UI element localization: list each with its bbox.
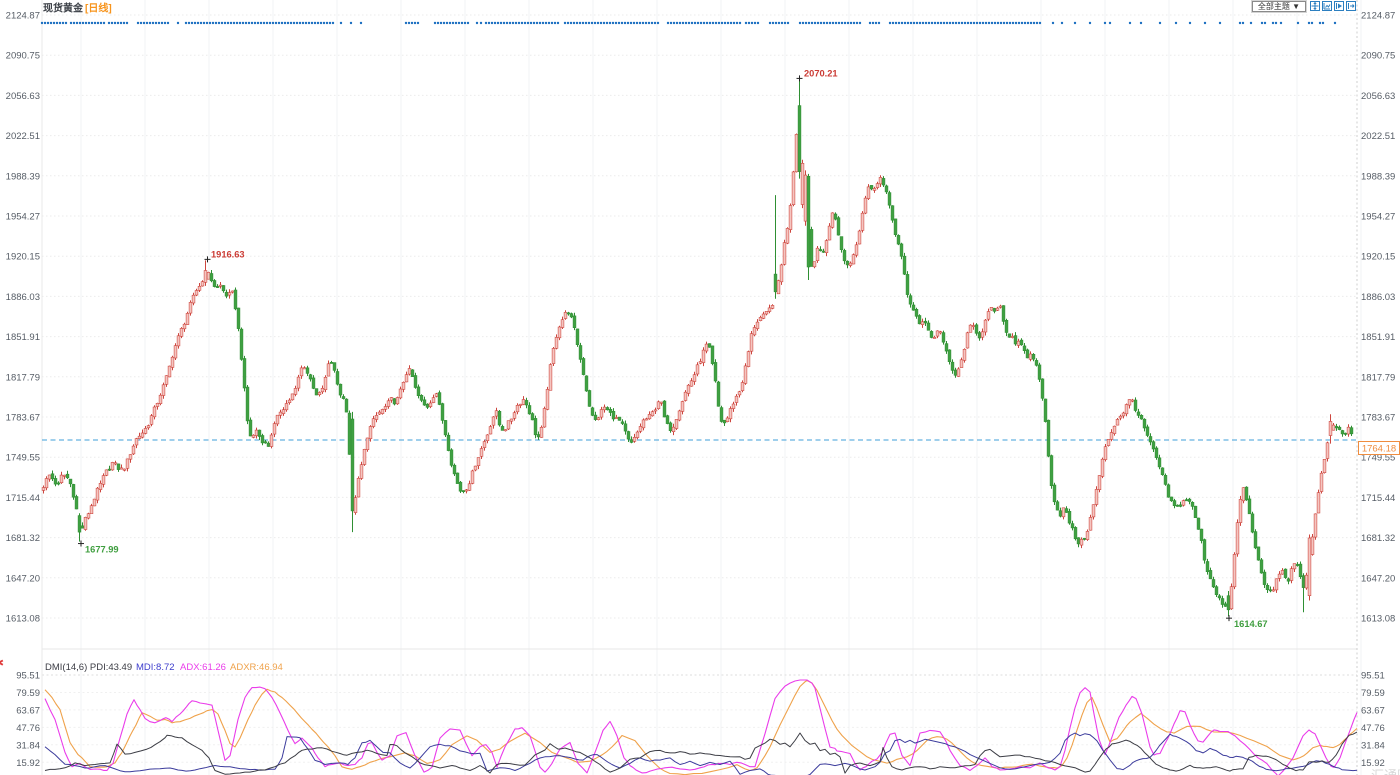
svg-text:1613.08: 1613.08 xyxy=(6,614,40,625)
svg-text:1988.39: 1988.39 xyxy=(6,171,40,182)
svg-text:1851.91: 1851.91 xyxy=(1361,332,1395,343)
svg-text:1764.18: 1764.18 xyxy=(1362,444,1396,455)
svg-text:[日线]: [日线] xyxy=(85,2,112,15)
svg-text:1886.03: 1886.03 xyxy=(1361,292,1395,303)
svg-text:2124.87: 2124.87 xyxy=(6,11,40,22)
svg-text:2056.63: 2056.63 xyxy=(1361,91,1395,102)
svg-text:1920.15: 1920.15 xyxy=(1361,252,1395,263)
svg-text:汇通财经: 汇通财经 xyxy=(1371,768,1400,775)
svg-text:15.92: 15.92 xyxy=(1361,758,1385,769)
svg-text:1954.27: 1954.27 xyxy=(1361,212,1395,223)
svg-text:63.67: 63.67 xyxy=(1361,705,1385,716)
svg-text:2090.75: 2090.75 xyxy=(6,51,40,62)
svg-text:2056.63: 2056.63 xyxy=(6,91,40,102)
svg-text:1614.67: 1614.67 xyxy=(1234,619,1268,629)
svg-text:1681.32: 1681.32 xyxy=(1361,533,1395,544)
svg-text:ADX:61.26: ADX:61.26 xyxy=(180,662,226,673)
svg-text:1647.20: 1647.20 xyxy=(6,573,40,584)
svg-text:1613.08: 1613.08 xyxy=(1361,614,1395,625)
svg-text:✱: ✱ xyxy=(0,656,4,670)
svg-text:2090.75: 2090.75 xyxy=(1361,51,1395,62)
svg-text:2070.21: 2070.21 xyxy=(804,68,838,78)
svg-text:1715.44: 1715.44 xyxy=(6,493,40,504)
svg-text:MDI:8.72: MDI:8.72 xyxy=(136,662,175,673)
svg-text:1817.79: 1817.79 xyxy=(6,372,40,383)
svg-text:1749.55: 1749.55 xyxy=(1361,453,1395,464)
svg-text:47.76: 47.76 xyxy=(16,723,40,734)
svg-text:1916.63: 1916.63 xyxy=(211,249,245,259)
svg-text:1817.79: 1817.79 xyxy=(1361,372,1395,383)
svg-text:1920.15: 1920.15 xyxy=(6,252,40,263)
svg-text:1886.03: 1886.03 xyxy=(6,292,40,303)
svg-text:1851.91: 1851.91 xyxy=(6,332,40,343)
svg-text:1954.27: 1954.27 xyxy=(6,212,40,223)
svg-text:63.67: 63.67 xyxy=(16,705,40,716)
svg-text:15.92: 15.92 xyxy=(16,758,40,769)
svg-text:1647.20: 1647.20 xyxy=(1361,573,1395,584)
svg-text:79.59: 79.59 xyxy=(1361,688,1385,699)
svg-text:31.84: 31.84 xyxy=(16,740,40,751)
svg-text:ADXR:46.94: ADXR:46.94 xyxy=(230,662,283,673)
svg-text:1677.99: 1677.99 xyxy=(85,545,119,555)
svg-text:1783.67: 1783.67 xyxy=(1361,413,1395,424)
svg-text:47.76: 47.76 xyxy=(1361,723,1385,734)
svg-text:1681.32: 1681.32 xyxy=(6,533,40,544)
svg-text:79.59: 79.59 xyxy=(16,688,40,699)
svg-text:2022.51: 2022.51 xyxy=(6,131,40,142)
svg-text:1783.67: 1783.67 xyxy=(6,413,40,424)
svg-text:1749.55: 1749.55 xyxy=(6,453,40,464)
svg-text:2022.51: 2022.51 xyxy=(1361,131,1395,142)
svg-text:2124.87: 2124.87 xyxy=(1361,11,1395,22)
svg-text:95.51: 95.51 xyxy=(16,671,40,682)
svg-text:95.51: 95.51 xyxy=(1361,671,1385,682)
svg-text:1988.39: 1988.39 xyxy=(1361,171,1395,182)
svg-text:现货黄金: 现货黄金 xyxy=(43,2,84,15)
svg-text:DMI(14,6) PDI:43.49: DMI(14,6) PDI:43.49 xyxy=(45,662,132,673)
svg-text:31.84: 31.84 xyxy=(1361,740,1385,751)
svg-text:1715.44: 1715.44 xyxy=(1361,493,1395,504)
